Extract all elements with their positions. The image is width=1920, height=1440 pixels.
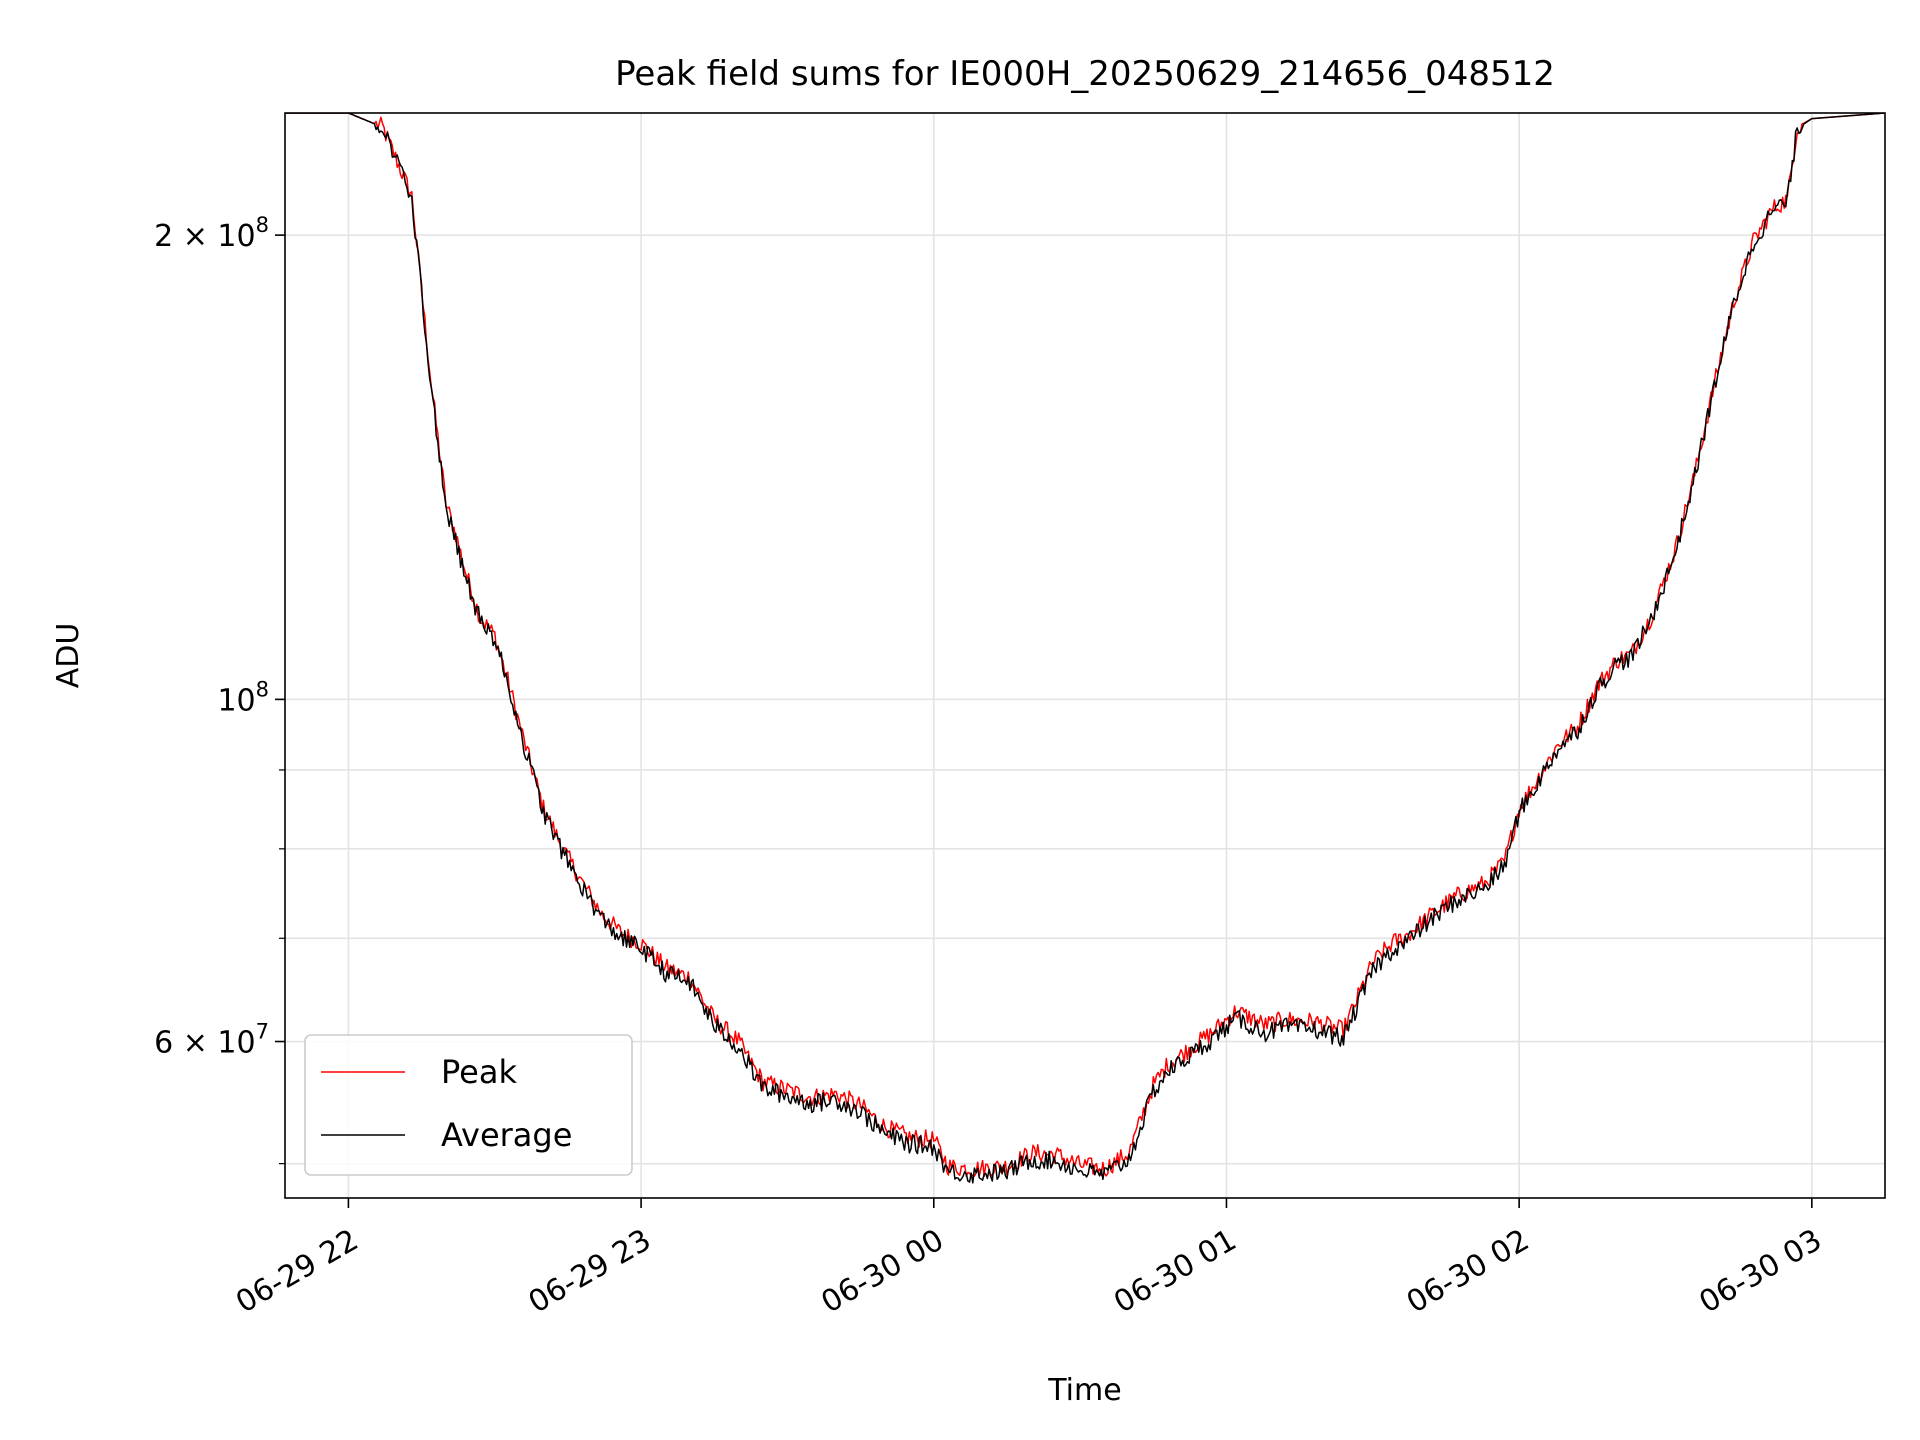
y-tick-label: 108 <box>217 677 269 718</box>
chart-title: Peak field sums for IE000H_20250629_2146… <box>615 54 1555 94</box>
legend-label-peak: Peak <box>441 1053 517 1091</box>
y-axis-label: ADU <box>51 623 86 689</box>
y-tick-label: 2 × 108 <box>154 213 269 254</box>
legend-label-average: Average <box>441 1116 572 1154</box>
x-axis-label: Time <box>1047 1373 1121 1408</box>
legend: Peak Average <box>304 1034 633 1176</box>
series-layer <box>285 113 1885 1184</box>
y-tick-label: 6 × 107 <box>154 1020 269 1061</box>
grid-layer <box>285 113 1885 1198</box>
legend-box <box>304 1034 633 1176</box>
plot-frame <box>284 112 1886 1199</box>
series-line-average <box>285 113 1885 1184</box>
